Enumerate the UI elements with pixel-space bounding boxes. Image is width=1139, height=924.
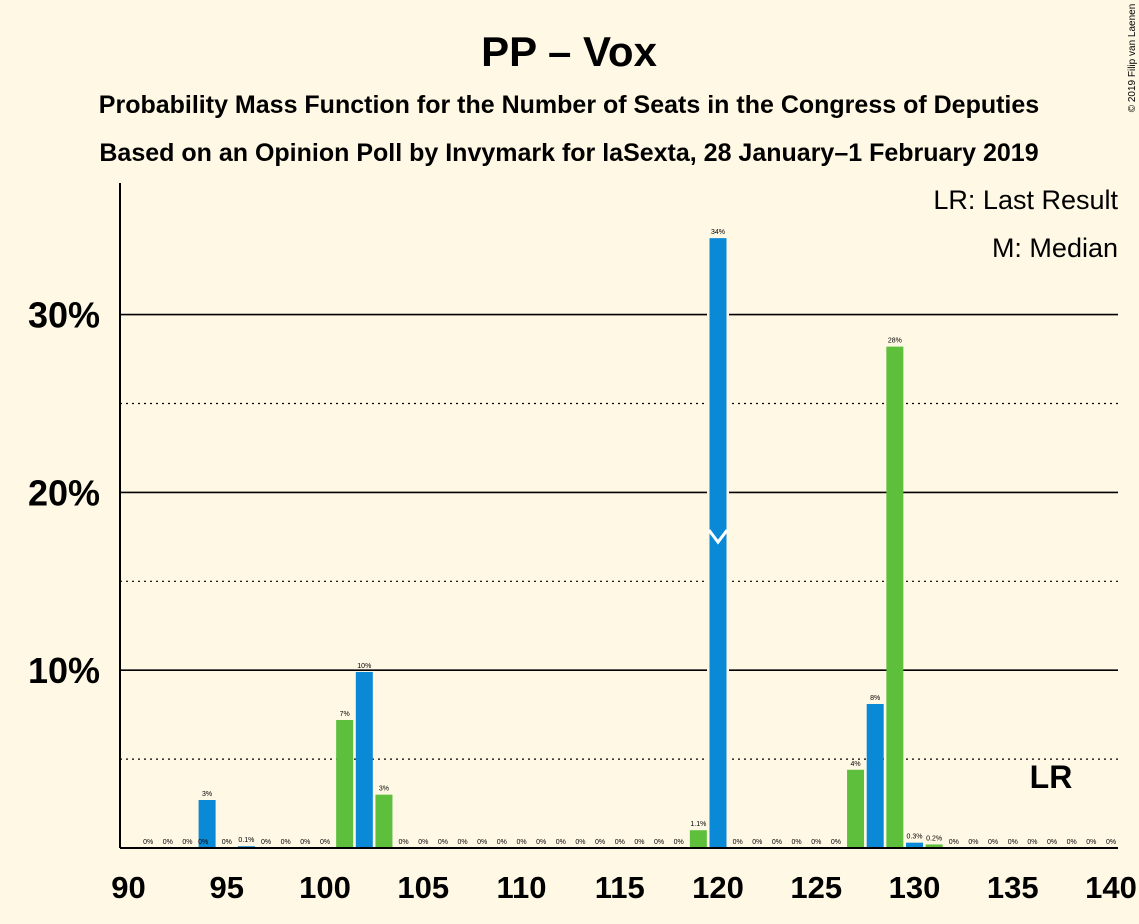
bar-label-99-green: 0%: [300, 839, 310, 846]
bar-label-94-green: 0%: [198, 839, 208, 846]
axes: [119, 183, 1118, 849]
bar-label-94-blue: 3%: [202, 791, 212, 798]
chart-subtitle-2: Based on an Opinion Poll by Invymark for…: [99, 139, 1038, 167]
bar-label-109-green: 0%: [497, 839, 507, 846]
bar-label-117-green: 0%: [654, 839, 664, 846]
y-tick-label-1: 20%: [28, 472, 100, 513]
bar-label-130-blue: 0.3%: [907, 834, 923, 841]
bar-label-119-green: 1.1%: [690, 821, 706, 828]
bar-label-107-green: 0%: [457, 839, 467, 846]
bar-label-137-green: 0%: [1047, 839, 1057, 846]
x-tick-label-90: 90: [111, 870, 145, 905]
bar-label-111-green: 0%: [536, 839, 546, 846]
bar-label-115-green: 0%: [615, 839, 625, 846]
bar-label-108-blue: 0%: [477, 839, 487, 846]
bar-label-92-green: 0%: [163, 839, 173, 846]
bar-label-131-green: 0.2%: [926, 835, 942, 842]
bar-label-140-blue: 0%: [1106, 839, 1116, 846]
bar-label-105-green: 0%: [418, 839, 428, 846]
bar-label-120-blue: 34%: [711, 229, 725, 236]
x-tick-label-130: 130: [889, 870, 941, 905]
bar-129-green: [886, 346, 904, 848]
tick-labels: 10% 20% 30% 90 95 100 105 110 115 120 125 130 135 140: [28, 295, 1137, 905]
bar-label-126-blue: 0%: [831, 839, 841, 846]
x-tick-label-100: 100: [299, 870, 351, 905]
legend-median: M: Median: [992, 233, 1118, 263]
bar-label-114-blue: 0%: [595, 839, 605, 846]
bar-label-112-blue: 0%: [556, 839, 566, 846]
copyright-text: © 2019 Filip van Laenen: [1127, 4, 1138, 113]
x-tick-label-95: 95: [210, 870, 244, 905]
bar-label-96-blue: 0.1%: [238, 837, 254, 844]
x-tick-label-115: 115: [595, 870, 645, 905]
bar-label-97-green: 0%: [261, 839, 271, 846]
bar-label-102-blue: 10%: [357, 663, 371, 670]
bar-label-116-blue: 0%: [634, 839, 644, 846]
bar-label-133-green: 0%: [968, 839, 978, 846]
legend: LR: Last Result M: Median: [930, 180, 1122, 270]
legend-last-result: LR: Last Result: [933, 185, 1118, 215]
bars: [198, 235, 943, 848]
bar-label-98-blue: 0%: [281, 839, 291, 846]
bar-130-blue: [906, 842, 923, 848]
bar-label-95-green: 0%: [222, 839, 232, 846]
bar-label-113-green: 0%: [575, 839, 585, 846]
y-tick-label-2: 30%: [28, 295, 100, 336]
bar-label-125-green: 0%: [811, 839, 821, 846]
bar-label-121-green: 0%: [733, 839, 743, 846]
bar-label-128-blue: 8%: [870, 695, 880, 702]
bar-label-127-green: 4%: [850, 761, 860, 768]
bar-label-106-blue: 0%: [438, 839, 448, 846]
bar-label-129-green: 28%: [888, 338, 902, 345]
bar-131-green: [925, 844, 943, 848]
x-tick-label-135: 135: [987, 870, 1039, 905]
median-marker: [707, 529, 729, 545]
bar-label-136-blue: 0%: [1027, 839, 1037, 846]
x-tick-label-140: 140: [1085, 870, 1137, 905]
last-result-marker: LR: [1030, 759, 1073, 795]
x-tick-label-120: 120: [692, 870, 744, 905]
legend-background: [930, 180, 1122, 270]
bar-label-135-green: 0%: [1008, 839, 1018, 846]
bar-label-134-blue: 0%: [988, 839, 998, 846]
x-tick-label-105: 105: [397, 870, 449, 905]
bar-label-93-blue: 0%: [182, 839, 192, 846]
bar-128-blue: [866, 703, 884, 848]
bar-label-110-blue: 0%: [516, 839, 526, 846]
bar-101-green: [336, 719, 354, 848]
bar-labels: 0% 0% 0% 0% 3% 0% 0.1% 0% 0% 0% 0% 7% 10% 3% 0% 0% 0% 0% 0…: [143, 229, 1116, 846]
bar-label-138-blue: 0%: [1067, 839, 1077, 846]
bar-label-132-blue: 0%: [949, 839, 959, 846]
bar-label-139-green: 0%: [1086, 839, 1096, 846]
x-tick-label-110: 110: [496, 870, 546, 905]
bar-label-122-blue: 0%: [752, 839, 762, 846]
bar-127-green: [847, 769, 865, 848]
chart-subtitle-1: Probability Mass Function for the Number…: [99, 91, 1039, 119]
bar-label-104-blue: 0%: [399, 839, 409, 846]
bar-94-blue: [198, 799, 216, 848]
bar-label-101-green: 7%: [340, 711, 350, 718]
y-tick-label-0: 10%: [28, 650, 100, 691]
bar-119-green: [689, 830, 707, 848]
bar-label-91-blue: 0%: [143, 839, 153, 846]
bar-103-green: [375, 794, 393, 848]
x-tick-label-125: 125: [790, 870, 842, 905]
bar-label-100-blue: 0%: [320, 839, 330, 846]
bar-102-blue: [355, 671, 373, 848]
gridlines: [120, 313, 1118, 760]
bar-label-124-blue: 0%: [792, 839, 802, 846]
bar-label-103-green: 3%: [379, 786, 389, 793]
bar-label-123-green: 0%: [772, 839, 782, 846]
chart-title: PP – Vox: [481, 28, 658, 75]
bar-label-118-blue: 0%: [674, 839, 684, 846]
